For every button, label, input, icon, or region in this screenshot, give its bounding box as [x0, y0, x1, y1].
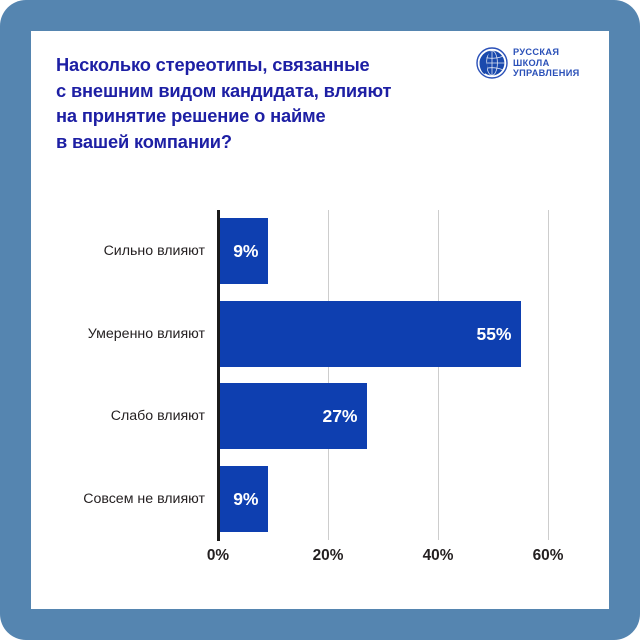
bar-chart: 9% 55% 27% 9% Сильно влияют Умеренно влияют С… [31, 31, 609, 609]
globe-icon [476, 47, 508, 79]
bar-row: 9% [218, 465, 268, 532]
bar-row: 55% [218, 300, 521, 367]
bar [218, 300, 521, 367]
y-axis-line [217, 210, 220, 541]
page-title: Насколько стереотипы, связанные с внешни… [56, 54, 392, 152]
x-tick-label: 40% [422, 547, 454, 564]
brand-name: РУССКАЯ ШКОЛА УПРАВЛЕНИЯ [513, 47, 580, 79]
plot-area: 9% 55% 27% 9% [218, 210, 549, 540]
category-label: Слабо влияют [110, 408, 205, 425]
x-tick-label: 60% [532, 547, 564, 564]
poster-card: Насколько стереотипы, связанные с внешни… [31, 31, 609, 609]
x-tick-label: 0% [206, 547, 230, 564]
gridline-40 [438, 210, 439, 540]
bar [218, 465, 268, 532]
category-label: Совсем не влияют [83, 490, 205, 507]
category-label: Умеренно влияют [87, 325, 205, 342]
bar-value-label: 27% [322, 406, 358, 427]
bar [218, 218, 268, 285]
bar [218, 383, 367, 450]
gridline-60 [548, 210, 549, 540]
bar-value-label: 9% [233, 241, 259, 262]
bar-row: 9% [218, 218, 268, 285]
category-label: Сильно влияют [103, 243, 205, 260]
bar-row: 27% [218, 383, 367, 450]
gridline-20 [328, 210, 329, 540]
brand-logo: РУССКАЯ ШКОЛА УПРАВЛЕНИЯ [476, 44, 596, 90]
bar-value-label: 55% [476, 323, 512, 344]
x-tick-label: 20% [312, 547, 344, 564]
bar-value-label: 9% [233, 488, 259, 509]
